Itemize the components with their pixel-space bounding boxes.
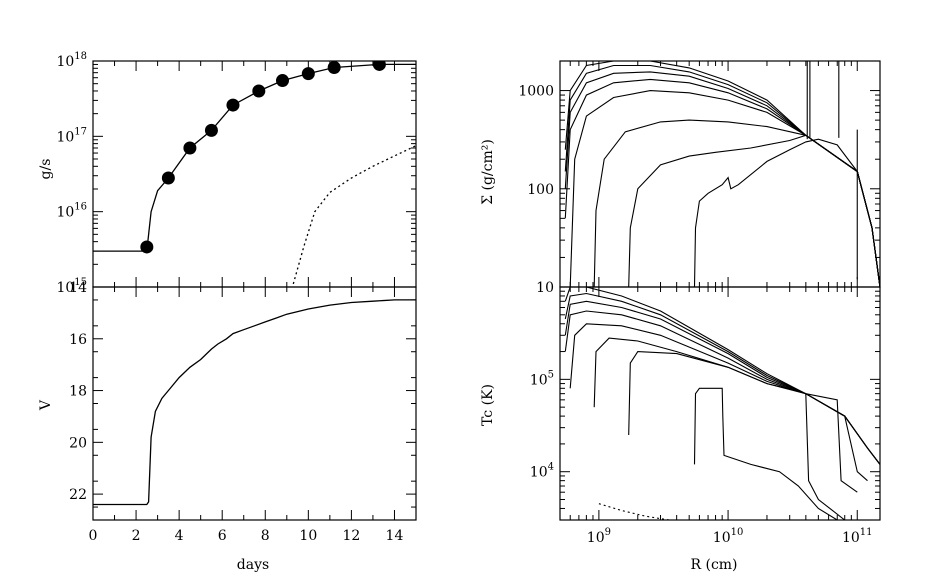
xtick-label: 2 bbox=[132, 528, 141, 544]
data-point bbox=[372, 61, 386, 71]
v-magnitude-panel: 14 16 18 20 22 0 2 4 6 8 10 12 14 bbox=[69, 280, 417, 544]
axes-frame bbox=[559, 60, 881, 288]
ylabel-central-temperature: Tc (K) bbox=[480, 384, 496, 426]
plot-area bbox=[93, 61, 416, 285]
data-point bbox=[161, 171, 175, 185]
surface-density-panel: 10 100 1000 bbox=[518, 60, 881, 296]
series-profile-8 bbox=[564, 61, 880, 287]
series-temp-3 bbox=[593, 337, 858, 493]
data-point bbox=[327, 61, 341, 74]
series-temp-5 bbox=[564, 310, 880, 465]
accretion-rate-panel: 1015 1016 1017 1018 bbox=[56, 51, 417, 296]
series-profile-6 bbox=[564, 71, 880, 287]
xtick-label: 10 bbox=[299, 528, 317, 544]
axes-frame bbox=[92, 286, 417, 521]
data-point bbox=[301, 67, 315, 81]
series-temp-1 bbox=[693, 387, 858, 520]
xtick-label: 12 bbox=[342, 528, 360, 544]
xtick-label: 4 bbox=[175, 528, 184, 544]
ytick-label: 22 bbox=[69, 487, 87, 503]
data-point bbox=[140, 240, 154, 254]
ylabel-accretion-rate: g/s bbox=[38, 159, 54, 180]
ytick-label: 10 bbox=[536, 280, 554, 296]
series-temp-dotted bbox=[598, 503, 670, 520]
data-point bbox=[252, 84, 266, 98]
ytick-label: 20 bbox=[69, 435, 87, 451]
ytick-label: 16 bbox=[69, 332, 87, 348]
xlabel-days: days bbox=[237, 557, 269, 573]
series-v-light-curve bbox=[93, 299, 416, 506]
series-profile-5 bbox=[564, 78, 880, 287]
ytick-label: 18 bbox=[69, 384, 87, 400]
ytick-label: 14 bbox=[69, 280, 87, 296]
plot-area bbox=[564, 287, 880, 520]
data-point bbox=[275, 74, 289, 88]
ytick-label: 1016 bbox=[56, 202, 87, 221]
ytick-label: 105 bbox=[530, 369, 554, 388]
series-temp-2 bbox=[628, 351, 846, 520]
xtick-label: 6 bbox=[218, 528, 227, 544]
xtick-label: 1011 bbox=[842, 527, 873, 546]
series-temp-7 bbox=[564, 292, 880, 465]
ylabel-v-magnitude: V bbox=[38, 399, 54, 411]
ytick-label: 1017 bbox=[56, 126, 87, 145]
xtick-label: 109 bbox=[587, 527, 611, 546]
series-inner-accretion-rate bbox=[292, 145, 416, 285]
xtick-label: 8 bbox=[261, 528, 270, 544]
ytick-label: 100 bbox=[527, 182, 554, 198]
ytick-label: 1000 bbox=[518, 84, 554, 100]
xtick-label: 14 bbox=[386, 528, 404, 544]
data-point bbox=[183, 141, 197, 155]
xtick-label: 0 bbox=[89, 528, 98, 544]
central-temperature-panel: 104 105 109 1010 1011 bbox=[530, 286, 881, 546]
ylabel-surface-density: Σ (g/cm²) bbox=[480, 139, 496, 205]
series-temp-8 bbox=[564, 287, 880, 465]
xlabel-radius: R (cm) bbox=[690, 557, 737, 573]
ytick-label: 104 bbox=[530, 462, 554, 481]
data-point bbox=[204, 123, 218, 137]
ytick-label: 1018 bbox=[56, 51, 87, 70]
series-profile-4 bbox=[569, 90, 880, 287]
series-temp-4 bbox=[569, 323, 868, 482]
series-profile-2 bbox=[628, 134, 880, 287]
plot-area bbox=[564, 61, 880, 287]
axes-frame bbox=[559, 286, 881, 521]
data-point bbox=[226, 98, 240, 112]
xtick-label: 1010 bbox=[713, 527, 744, 546]
series-profile-1 bbox=[693, 138, 880, 287]
ytick-label: 1015 bbox=[56, 277, 87, 296]
